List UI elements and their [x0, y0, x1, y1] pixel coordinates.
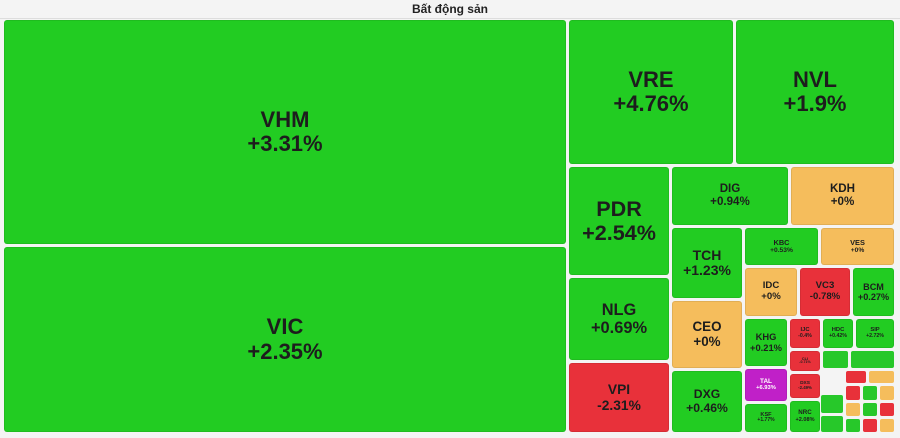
- tile-value: -0.4%: [798, 332, 812, 339]
- tile: NLG +0.69%: [569, 278, 669, 360]
- tile: CLI -0.71%: [790, 351, 820, 371]
- tile-value: -2.49%: [798, 385, 812, 391]
- tile-value: +2.54%: [582, 220, 656, 245]
- tile: BCM +0.27%: [853, 268, 894, 316]
- tile-value: -2.31%: [597, 397, 641, 413]
- tile-label: TAL: [760, 378, 772, 386]
- tile-label: NVL: [793, 66, 837, 92]
- tile-value: +1.77%: [757, 417, 775, 424]
- tile: KDH +0%: [791, 167, 894, 225]
- tile: PDR +2.54%: [569, 167, 669, 275]
- tile-value: +0%: [693, 333, 721, 349]
- small-tile: [851, 351, 894, 368]
- tile: VES +0%: [821, 228, 894, 265]
- tile: NVL +1.9%: [736, 20, 894, 164]
- tile-label: HDC: [831, 327, 845, 334]
- tile-label: VPI: [607, 382, 631, 398]
- tile-label: IJC: [800, 327, 810, 334]
- tile-label: VC3: [815, 280, 835, 292]
- tile-value: +0.94%: [710, 195, 750, 208]
- tile-value: +0.46%: [686, 400, 728, 415]
- tile: KHG +0.21%: [745, 319, 787, 366]
- tile-label: VES: [850, 237, 865, 247]
- small-tile: [823, 351, 848, 368]
- tile-value: +1.9%: [783, 91, 847, 116]
- small-tile: [863, 386, 877, 400]
- tile-label: NRC: [798, 409, 812, 417]
- tile-value: +2.35%: [247, 338, 323, 364]
- small-tile: [880, 386, 894, 400]
- tile-value: +0.21%: [750, 342, 782, 353]
- tile-label: KHG: [755, 332, 777, 343]
- tile: VIC +2.35%: [4, 247, 566, 432]
- tile-label: CEO: [692, 318, 722, 334]
- tile-label: PDR: [596, 196, 642, 222]
- small-tile: [863, 403, 877, 416]
- tile: SIP +2.72%: [856, 319, 894, 348]
- tile-value: +0%: [761, 291, 781, 302]
- tile-value: -0.71%: [799, 360, 811, 365]
- tile-label: NLG: [601, 300, 637, 319]
- tile-label: VRE: [628, 66, 674, 92]
- tile-value: +4.76%: [613, 91, 689, 116]
- chart-title: Bất động sản: [0, 0, 900, 19]
- tile-value: +0.27%: [857, 292, 890, 302]
- tile: TCH +1.23%: [672, 228, 742, 298]
- tile-label: KSF: [760, 412, 772, 419]
- tile-value: +0.69%: [590, 319, 648, 337]
- small-tile: [863, 419, 877, 432]
- tile-label: DXS: [800, 381, 810, 386]
- tile: IJC -0.4%: [790, 319, 820, 348]
- small-tile: [821, 395, 843, 413]
- tile-label: KBC: [773, 237, 790, 247]
- tile: IDC +0%: [745, 268, 797, 316]
- tile-label: IDC: [762, 280, 780, 292]
- tile-value: +0.53%: [770, 246, 793, 254]
- small-tile: [846, 419, 860, 432]
- tile: TAL +6.93%: [745, 369, 787, 401]
- tile: KBC +0.53%: [745, 228, 818, 265]
- tile: NRC +2.08%: [790, 401, 820, 432]
- tile-value: +0%: [850, 246, 865, 254]
- tile: VPI -2.31%: [569, 363, 669, 432]
- tile-label: KDH: [829, 182, 856, 196]
- tile: DXS -2.49%: [790, 374, 820, 398]
- small-tile: [846, 371, 866, 383]
- tile-label: BCM: [863, 281, 884, 292]
- tile: VRE +4.76%: [569, 20, 733, 164]
- tile: HDC +0.42%: [823, 319, 853, 348]
- tile-value: +1.23%: [683, 262, 731, 278]
- small-tile: [880, 403, 894, 416]
- small-tile: [880, 419, 894, 432]
- tile-label: DXG: [693, 387, 721, 402]
- tile: DXG +0.46%: [672, 371, 742, 432]
- small-tile: [846, 386, 860, 400]
- tile-value: -0.78%: [809, 291, 841, 302]
- tile-value: +0%: [830, 195, 855, 208]
- small-tile: [821, 416, 843, 432]
- tile-value: +2.72%: [866, 332, 884, 339]
- tile-label: VHM: [260, 106, 310, 132]
- tile: VC3 -0.78%: [800, 268, 850, 316]
- tile-label: CLI: [801, 355, 809, 361]
- tile-value: +0.42%: [829, 332, 847, 339]
- tile-label: DIG: [719, 182, 741, 196]
- tile: CEO +0%: [672, 301, 742, 368]
- tile-value: +3.31%: [247, 131, 323, 156]
- tile: VHM +3.31%: [4, 20, 566, 244]
- tile: DIG +0.94%: [672, 167, 788, 225]
- tile-label: VIC: [266, 314, 304, 340]
- tile: KSF +1.77%: [745, 404, 787, 432]
- tile-label: SIP: [870, 327, 880, 334]
- tile-value: +6.93%: [756, 385, 776, 392]
- tile-value: +2.08%: [795, 416, 815, 423]
- small-tile: [846, 403, 860, 416]
- tile-label: TCH: [692, 246, 722, 263]
- small-tile: [869, 371, 894, 383]
